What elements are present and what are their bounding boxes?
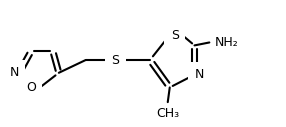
Text: N: N [10,66,19,79]
Text: N: N [194,68,204,81]
Text: O: O [26,81,36,94]
Text: S: S [111,54,119,67]
Text: NH₂: NH₂ [214,36,238,49]
Text: CH₃: CH₃ [156,107,179,120]
Text: S: S [171,29,179,42]
